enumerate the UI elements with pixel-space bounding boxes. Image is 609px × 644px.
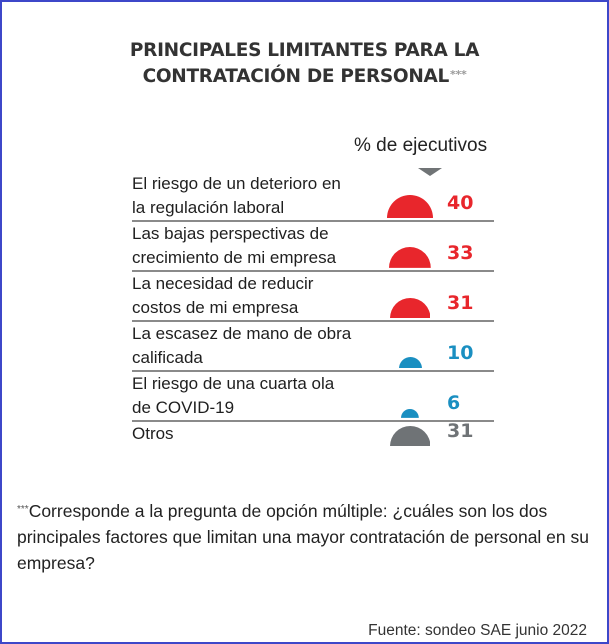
chart-title: PRINCIPALES LIMITANTES PARA LA CONTRATAC… bbox=[2, 38, 607, 90]
category-label: La escasez de mano de obra calificada bbox=[132, 322, 382, 370]
triangle-down-icon bbox=[418, 168, 442, 176]
chart-row: Otros 31 bbox=[132, 420, 494, 448]
category-label-line: crecimiento de mi empresa bbox=[132, 248, 337, 267]
category-label-line: calificada bbox=[132, 348, 203, 367]
title-line-2-text: CONTRATACIÓN DE PERSONAL bbox=[142, 66, 450, 87]
unit-label: % de ejecutivos bbox=[354, 135, 488, 156]
semicircle-shape bbox=[387, 195, 433, 218]
chart-row: El riesgo de un deterioro en la regulació… bbox=[132, 172, 494, 222]
semicircle-mark bbox=[389, 247, 431, 268]
footnote-marker: *** bbox=[17, 504, 29, 515]
source-note: Fuente: sondeo SAE junio 2022 bbox=[368, 622, 587, 639]
title-line-1: PRINCIPALES LIMITANTES PARA LA bbox=[129, 40, 480, 61]
value-label: 33 bbox=[447, 242, 474, 264]
category-label: El riesgo de una cuarta ola de COVID-19 bbox=[132, 372, 382, 420]
title-footnote-marker: *** bbox=[450, 68, 467, 81]
semicircle-mark bbox=[387, 195, 433, 218]
footnote: ***Corresponde a la pregunta de opción m… bbox=[17, 498, 597, 576]
category-label: Las bajas perspectivas de crecimiento de … bbox=[132, 222, 382, 270]
value-label: 10 bbox=[447, 342, 474, 364]
category-label-line: de COVID-19 bbox=[132, 398, 235, 417]
value-label: 31 bbox=[447, 292, 474, 314]
title-line-2: CONTRATACIÓN DE PERSONAL*** bbox=[2, 64, 607, 90]
chart-row: La necesidad de reducir costos de mi empr… bbox=[132, 272, 494, 322]
semicircle-shape bbox=[401, 409, 419, 418]
chart-row: El riesgo de una cuarta ola de COVID-19 6 bbox=[132, 372, 494, 422]
category-label-line: Las bajas perspectivas de bbox=[132, 224, 329, 243]
category-label: La necesidad de reducir costos de mi empr… bbox=[132, 272, 382, 320]
category-label-line: El riesgo de un deterioro en bbox=[132, 174, 341, 193]
category-label-line: La escasez de mano de obra bbox=[132, 324, 352, 343]
category-label-line: La necesidad de reducir bbox=[132, 274, 314, 293]
category-label: El riesgo de un deterioro en la regulació… bbox=[132, 172, 382, 220]
category-label-line: Otros bbox=[132, 424, 174, 443]
value-label: 40 bbox=[447, 192, 474, 214]
semicircle-shape bbox=[389, 297, 431, 318]
chart-rows: El riesgo de un deterioro en la regulació… bbox=[132, 172, 494, 448]
chart-row: Las bajas perspectivas de crecimiento de … bbox=[132, 222, 494, 272]
category-label-line: la regulación laboral bbox=[132, 198, 285, 217]
value-label: 6 bbox=[447, 392, 461, 414]
semicircle-shape bbox=[389, 425, 431, 446]
semicircle-shape bbox=[389, 247, 431, 268]
category-label: Otros bbox=[132, 422, 382, 446]
semicircle-mark bbox=[398, 356, 422, 368]
semicircle-mark bbox=[389, 425, 431, 446]
footnote-text: Corresponde a la pregunta de opción múlt… bbox=[17, 501, 589, 573]
value-label: 31 bbox=[447, 420, 474, 442]
semicircle-mark bbox=[389, 297, 431, 318]
semicircle-shape bbox=[398, 356, 422, 368]
category-label-line: El riesgo de una cuarta ola bbox=[132, 374, 335, 393]
semicircle-mark bbox=[401, 409, 419, 418]
category-label-line: costos de mi empresa bbox=[132, 298, 299, 317]
chart-row: La escasez de mano de obra calificada 10 bbox=[132, 322, 494, 372]
